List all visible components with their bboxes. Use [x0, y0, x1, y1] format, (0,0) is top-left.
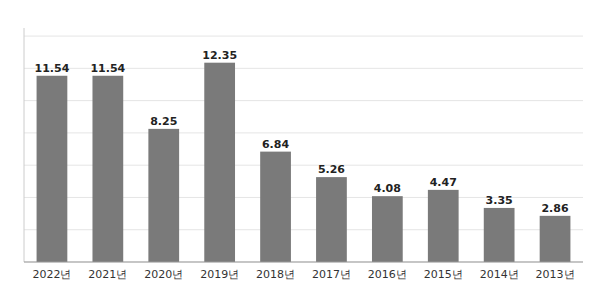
bar: [37, 76, 68, 262]
grid-line: [24, 36, 583, 37]
y-axis-line: [24, 28, 25, 262]
data-label: 11.54: [35, 62, 70, 75]
data-label: 8.25: [150, 115, 177, 128]
grid-line: [24, 262, 583, 263]
x-tick-label: 2015년: [424, 268, 463, 281]
x-tick-label: 2020년: [144, 268, 183, 281]
x-tick-label: 2014년: [480, 268, 519, 281]
x-tick-label: 2022년: [32, 268, 71, 281]
chart-container: 11.54 11.54 8.25 12.35 6.84 5.26 4.08 4.47 3.35 2…: [0, 0, 595, 296]
bar: [428, 190, 459, 262]
data-label: 11.54: [90, 62, 125, 75]
x-tick-labels: 2022년 2021년 2020년 2019년 2018년 2017년 2016년 2015년…: [32, 268, 574, 281]
data-label: 3.35: [486, 194, 513, 207]
x-tick-label: 2016년: [368, 268, 407, 281]
x-tick-label: 2017년: [312, 268, 351, 281]
chart: 11.54 11.54 8.25 12.35 6.84 5.26 4.08 4.47 3.35 2…: [0, 0, 595, 296]
data-label: 12.35: [202, 49, 237, 62]
x-tick-label: 2018년: [256, 268, 295, 281]
grid: [24, 36, 583, 262]
data-label: 5.26: [318, 163, 345, 176]
bar: [540, 216, 571, 262]
bar: [260, 152, 291, 262]
data-label: 2.86: [541, 202, 568, 215]
data-label: 4.08: [374, 182, 401, 195]
data-label: 6.84: [262, 138, 289, 151]
data-label: 4.47: [430, 176, 457, 189]
bar: [372, 196, 403, 262]
bars: [37, 63, 571, 262]
bar: [92, 76, 123, 262]
data-labels: 11.54 11.54 8.25 12.35 6.84 5.26 4.08 4.47 3.35 2…: [35, 49, 569, 215]
bar: [316, 177, 347, 262]
bar: [484, 208, 515, 262]
x-tick-label: 2019년: [200, 268, 239, 281]
x-tick-label: 2013년: [536, 268, 575, 281]
x-tick-label: 2021년: [88, 268, 127, 281]
x-axis-line: [24, 262, 583, 263]
bar: [204, 63, 235, 262]
bar: [148, 129, 179, 262]
